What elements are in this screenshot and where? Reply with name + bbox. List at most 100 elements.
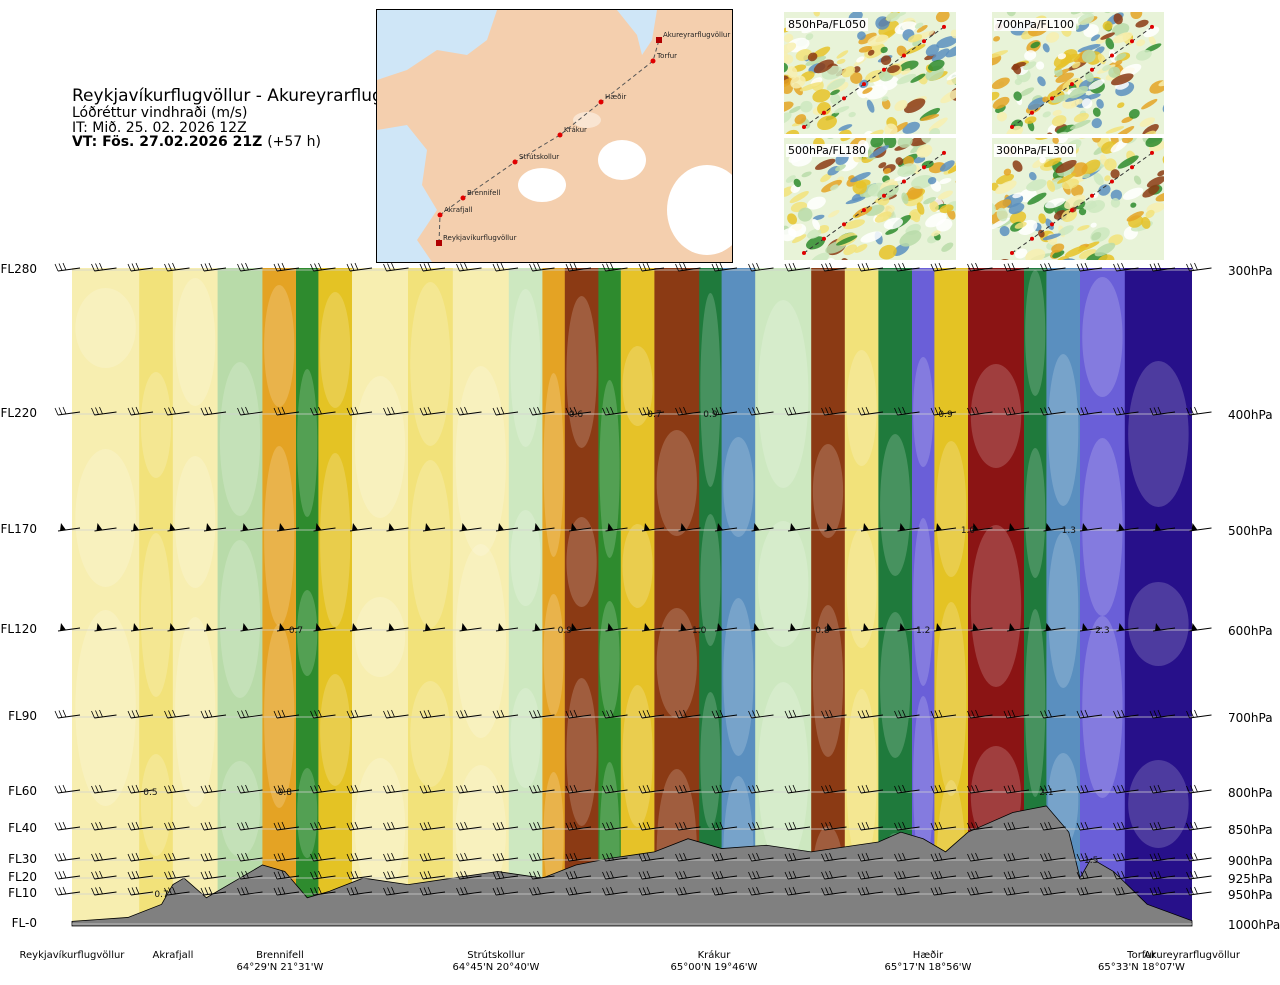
barb-pennant [1192, 623, 1198, 631]
route-point [1090, 68, 1094, 72]
value-label: 1.0 [692, 626, 707, 636]
location-name: Akrafjall [153, 950, 194, 962]
contour-blob [175, 278, 215, 406]
level-map-500-label: 500hPa/FL180 [786, 144, 868, 157]
location-label: Akureyrarflugvöllur [1144, 950, 1240, 962]
contour-blob [880, 434, 910, 576]
barb-feather [63, 822, 66, 829]
level-map-850[interactable]: 850hPa/FL050 [784, 12, 956, 134]
route-point [1010, 125, 1014, 129]
value-label: 1.0 [961, 526, 976, 536]
contour-blob [1128, 760, 1188, 848]
contour-blob [1082, 438, 1122, 616]
value-label: 0.6 [569, 410, 584, 420]
value-label: 0.8 [815, 626, 830, 636]
contour-blob [758, 300, 808, 488]
barb-feather [55, 711, 58, 718]
value-label: 2.1 [1039, 788, 1053, 798]
value-label: 1.5 [1084, 856, 1098, 866]
location-name: Akureyrarflugvöllur [1144, 950, 1240, 962]
route-point [882, 194, 886, 198]
location-coord: 65°33'N 18°07'W [1098, 962, 1185, 974]
pressure-level-label: 925hPa [1228, 872, 1273, 886]
value-label: 2.3 [1095, 626, 1109, 636]
contour-blob [456, 544, 506, 738]
contour-blob [544, 594, 564, 716]
barb-feather [59, 872, 62, 879]
valid-time-label: VT: Fös. 27.02.2026 21Z [72, 134, 262, 150]
contour-blob [510, 289, 540, 447]
contour-blob [75, 288, 135, 368]
pressure-level-label: 600hPa [1228, 624, 1273, 638]
contour-blob [657, 430, 697, 536]
contour-blob [936, 602, 966, 796]
contour-blob [410, 681, 450, 787]
flight-level-label: FL40 [0, 821, 37, 835]
waypoint-label: Torfur [656, 52, 677, 60]
contour-blob [1082, 616, 1122, 798]
barb-feather [63, 785, 66, 792]
pressure-level-label: 1000hPa [1228, 918, 1280, 932]
fjord [617, 10, 657, 55]
contour-blob [758, 521, 808, 647]
location-coord: 65°17'N 18°56'W [885, 962, 972, 974]
pressure-level-label: 400hPa [1228, 408, 1273, 422]
waypoint-label: Strútskollur [519, 153, 559, 161]
barb-feather [55, 264, 58, 271]
barb-feather [63, 407, 66, 414]
contour-blob [622, 685, 652, 827]
flight-level-label: FL120 [0, 622, 37, 636]
level-map-300-label: 300hPa/FL300 [994, 144, 1076, 157]
barb-feather [59, 888, 62, 895]
barb-feather [63, 887, 66, 894]
waypoint-marker [438, 213, 443, 218]
sea-west [377, 125, 437, 262]
value-label: 0.7 [647, 410, 661, 420]
location-name: Brennifell [237, 950, 324, 962]
contour-blob [723, 437, 753, 537]
contour-blob [297, 768, 317, 858]
route-point [1030, 237, 1034, 241]
route-point [842, 96, 846, 100]
contour-blob [1025, 609, 1045, 797]
wind-barb [1190, 523, 1212, 531]
route-point [1030, 111, 1034, 115]
level-map-300[interactable]: 300hPa/FL300 [992, 138, 1164, 260]
flight-level-label: FL10 [0, 886, 37, 900]
glacier-1 [518, 168, 566, 202]
contour-blob [75, 610, 135, 806]
contour-blob [320, 453, 350, 627]
flight-level-label: FL280 [0, 262, 37, 276]
waypoint-marker [599, 100, 604, 105]
contour-blob [320, 674, 350, 786]
glacier-3 [667, 165, 732, 255]
barb-feather [59, 854, 62, 861]
location-name: Krákur [671, 950, 758, 962]
level-map-700-label: 700hPa/FL100 [994, 18, 1076, 31]
route-point [862, 82, 866, 86]
contour-blob [141, 372, 171, 478]
contour-blob [700, 692, 720, 828]
contour-blob [913, 357, 933, 467]
flight-level-label: FL220 [0, 406, 37, 420]
contour-blob [75, 449, 135, 587]
flight-level-label: FL30 [0, 852, 37, 866]
barb-feather [63, 853, 66, 860]
contour-blob [622, 524, 652, 608]
contour-blob [723, 598, 753, 756]
contour-blob [1048, 354, 1078, 506]
pressure-level-label: 950hPa [1228, 888, 1273, 902]
barb-feather [59, 408, 62, 415]
route-point [1110, 54, 1114, 58]
location-name: Reykjavíkurflugvöllur [20, 950, 125, 962]
barb-feather [55, 786, 58, 793]
level-map-500[interactable]: 500hPa/FL180 [784, 138, 956, 260]
level-map-700[interactable]: 700hPa/FL100 [992, 12, 1164, 134]
flight-level-label: FL90 [0, 709, 37, 723]
route-point [1150, 25, 1154, 29]
contour-blob [355, 597, 405, 677]
